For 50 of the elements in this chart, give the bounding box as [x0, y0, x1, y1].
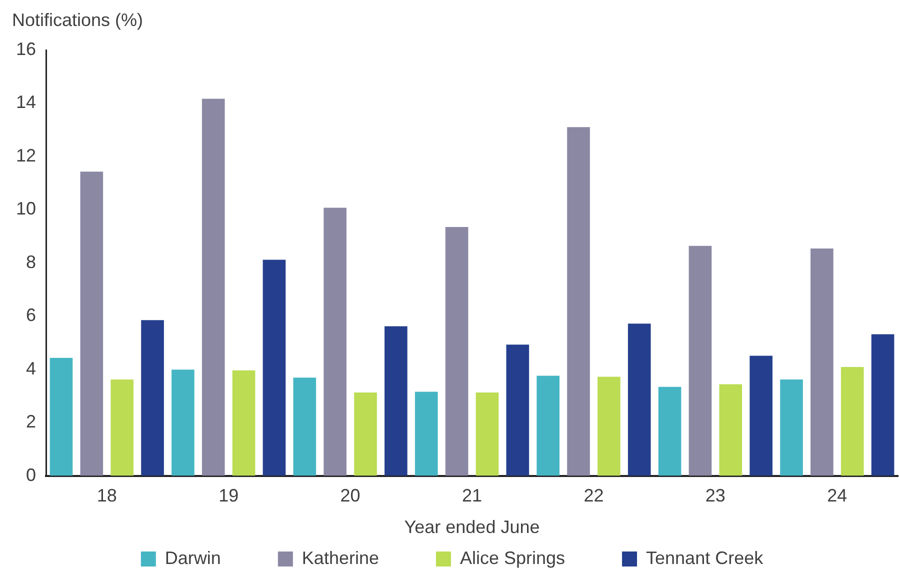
x-tick-label: 22	[584, 486, 604, 506]
bar	[750, 356, 772, 476]
bar	[293, 378, 316, 476]
y-tick-label: 14	[16, 92, 36, 112]
y-tick-label: 16	[16, 38, 36, 59]
bar	[354, 392, 377, 476]
bar	[536, 376, 560, 476]
bar	[50, 358, 73, 476]
x-tick-label: 20	[340, 486, 360, 506]
bar	[871, 334, 894, 476]
bar	[598, 376, 620, 476]
bar	[414, 392, 438, 476]
bar	[810, 248, 834, 476]
y-tick-label: 4	[26, 358, 36, 378]
bar	[567, 127, 590, 476]
bar	[658, 386, 682, 476]
y-tick-label: 8	[26, 252, 36, 272]
y-axis-title: Notifications (%)	[12, 10, 144, 30]
legend-label: Katherine	[302, 548, 379, 568]
bar	[80, 172, 104, 476]
bar	[780, 379, 803, 476]
x-tick-label: 21	[462, 486, 482, 506]
bar	[141, 320, 164, 476]
x-tick-label: 19	[218, 486, 239, 506]
bar	[172, 370, 194, 476]
legend-label: Darwin	[164, 548, 221, 568]
x-tick-label: 23	[705, 486, 726, 506]
bar	[110, 379, 134, 476]
y-tick-label: 6	[26, 305, 36, 326]
x-axis-title: Year ended June	[404, 517, 540, 538]
bar	[324, 208, 346, 476]
bar	[232, 370, 256, 476]
x-tick-label: 18	[96, 486, 117, 506]
legend-label: Alice Springs	[460, 548, 566, 568]
bar	[445, 226, 468, 476]
bar	[384, 326, 408, 476]
bar	[476, 392, 499, 476]
bar	[840, 366, 864, 476]
y-tick-label: 12	[16, 145, 36, 166]
x-tick-label: 24	[827, 486, 848, 506]
bar	[628, 324, 651, 476]
y-tick-label: 10	[16, 198, 36, 219]
y-tick-label: 2	[26, 412, 36, 432]
bar	[202, 98, 225, 476]
bar	[506, 344, 530, 476]
legend-label: Tennant Creek	[646, 548, 764, 568]
y-tick-label: 0	[26, 464, 36, 485]
bar	[719, 384, 742, 476]
bar	[262, 260, 286, 476]
bar	[688, 246, 712, 476]
